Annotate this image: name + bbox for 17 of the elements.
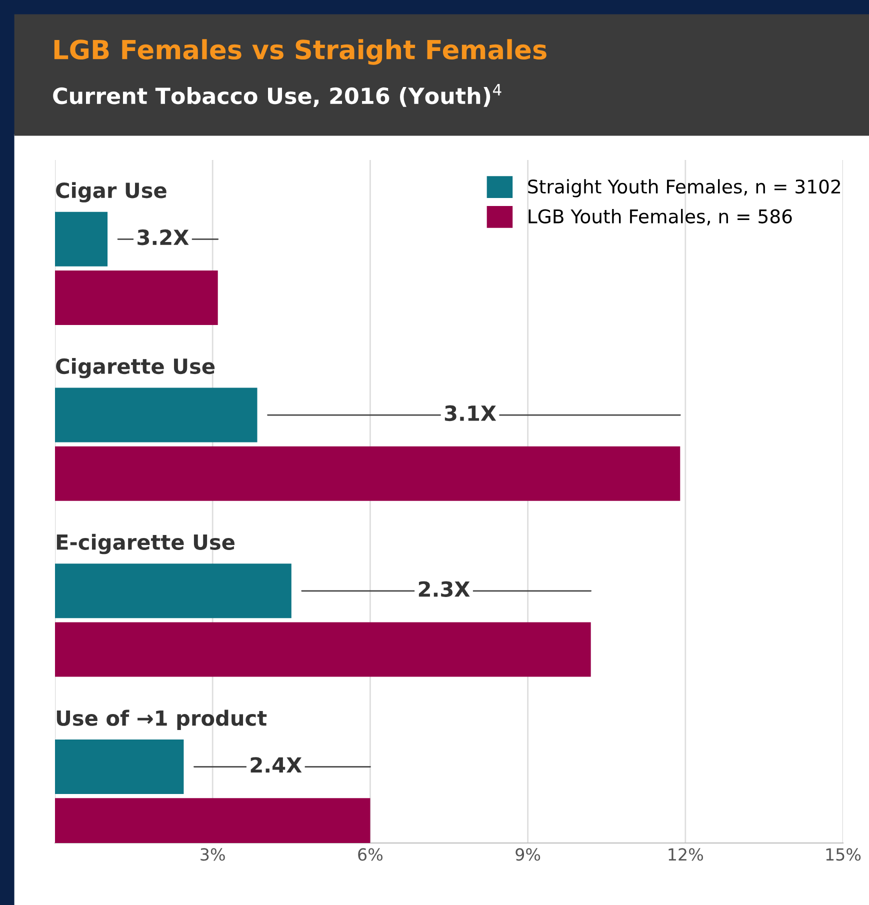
legend-label: LGB Youth Females, n = 586	[528, 208, 792, 226]
x-tick-label: 3%	[200, 848, 225, 861]
y-tick-label: E-cigarette Use	[56, 534, 234, 554]
x-tick-label: 9%	[516, 848, 540, 861]
y-tick-label: Use of →1 product	[56, 710, 267, 730]
x-tick-label: 6%	[358, 848, 382, 861]
chart-subtitle: Current Tobacco Use, 2016 (Youth)$^{4}$	[53, 84, 502, 108]
chart-title: LGB Females vs Straight Females	[54, 39, 546, 65]
legend-label: Straight Youth Females, n = 3102	[528, 179, 840, 198]
annotation: 3.2X	[138, 229, 189, 246]
y-tick-label: Cigarette Use	[56, 358, 215, 378]
x-tick-label: 15%	[826, 848, 861, 861]
annotation: 2.3X	[418, 581, 470, 597]
x-tick-label: 12%	[668, 848, 703, 861]
annotation: 2.4X	[250, 757, 302, 773]
y-tick-label: Cigar Use	[56, 182, 166, 202]
annotation: 3.1X	[444, 405, 496, 422]
